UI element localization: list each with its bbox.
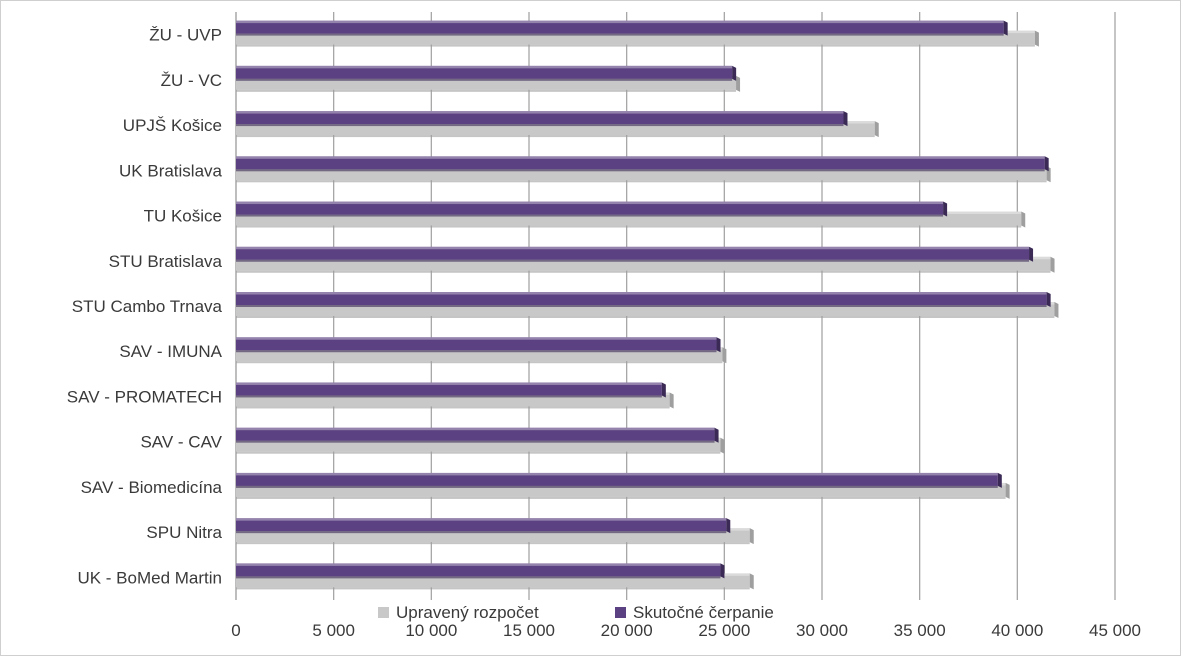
category-label: ŽU - VC	[161, 71, 222, 90]
category-label: UK - BoMed Martin	[77, 568, 222, 587]
bar-skutocne-cerpanie	[236, 201, 948, 217]
legend-label: Upravený rozpočet	[396, 603, 539, 622]
category-label: ŽU - UVP	[149, 26, 222, 45]
bar-skutocne-cerpanie	[236, 292, 1051, 307]
category-label: SPU Nitra	[146, 523, 222, 542]
category-label: SAV - Biomedicína	[81, 478, 223, 497]
legend-swatch	[378, 607, 389, 618]
x-tick-label: 35 000	[894, 621, 946, 640]
x-tick-label: 15 000	[503, 621, 555, 640]
legend: Upravený rozpočet Skutočné čerpanie	[378, 603, 774, 622]
category-label: STU Cambo Trnava	[72, 297, 223, 316]
legend-label: Skutočné čerpanie	[633, 603, 774, 622]
x-tick-label: 0	[231, 621, 240, 640]
x-tick-label: 30 000	[796, 621, 848, 640]
bar-skutocne-cerpanie	[236, 382, 666, 398]
bar-skutocne-cerpanie	[236, 246, 1034, 262]
bar-skutocne-cerpanie	[236, 563, 725, 579]
bar-skutocne-cerpanie	[236, 20, 1008, 36]
x-tick-labels: 0 5 000 10 000 15 000 20 000 25 000 30 000 35 0…	[231, 621, 1141, 640]
x-tick-label: 25 000	[698, 621, 750, 640]
category-label: TU Košice	[144, 207, 222, 226]
category-label: UK Bratislava	[119, 161, 223, 180]
x-tick-label: 5 000	[312, 621, 355, 640]
bar-skutocne-cerpanie	[236, 472, 1002, 488]
category-label: UPJŠ Košice	[123, 116, 222, 135]
x-tick-label: 40 000	[991, 621, 1043, 640]
category-label: SAV - PROMATECH	[67, 387, 222, 406]
category-label: SAV - IMUNA	[119, 342, 222, 361]
bars	[236, 20, 1059, 590]
x-tick-label: 45 000	[1089, 621, 1141, 640]
x-tick-label: 20 000	[601, 621, 653, 640]
x-tick-label: 10 000	[405, 621, 457, 640]
bar-skutocne-cerpanie	[236, 427, 719, 443]
category-labels: ŽU - UVP ŽU - VC UPJŠ Košice UK Bratislava T…	[67, 26, 223, 588]
bar-skutocne-cerpanie	[236, 518, 731, 534]
category-label: STU Bratislava	[109, 252, 223, 271]
category-label: SAV - CAV	[140, 433, 222, 452]
legend-swatch	[615, 607, 626, 618]
bar-skutocne-cerpanie	[236, 111, 848, 127]
bar-skutocne-cerpanie	[236, 337, 721, 353]
bar-skutocne-cerpanie	[236, 65, 737, 81]
bar-skutocne-cerpanie	[236, 156, 1049, 172]
